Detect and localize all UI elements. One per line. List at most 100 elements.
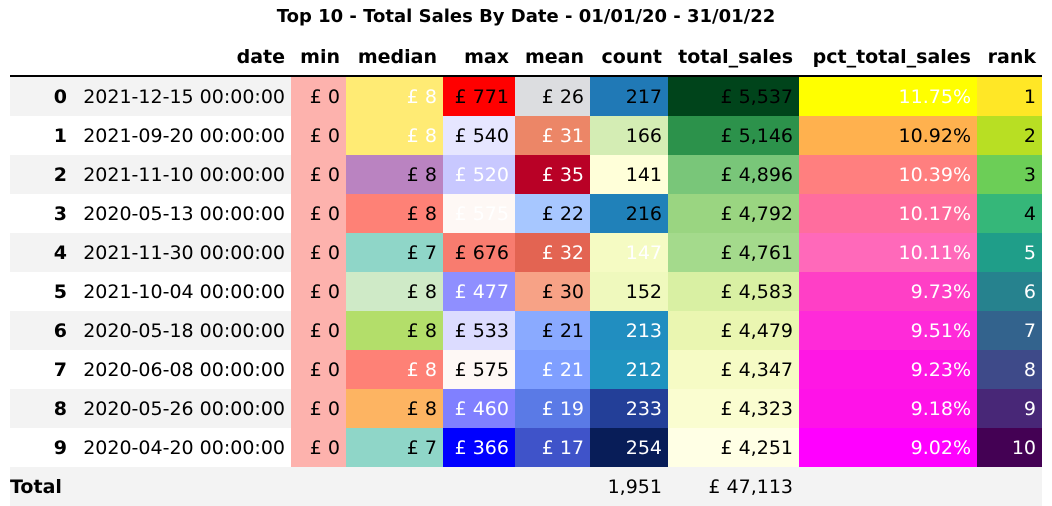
cell-max: £ 520 (443, 155, 515, 194)
total-pct-total-sales (799, 467, 977, 506)
total-min (291, 467, 346, 506)
cell-total-sales: £ 4,347 (668, 350, 799, 389)
cell-date: 2020-04-20 00:00:00 (73, 428, 291, 467)
total-row: Total 1,951 £ 47,113 (10, 467, 1042, 506)
cell-min: £ 0 (291, 233, 346, 272)
cell-pct-total-sales: 10.17% (799, 194, 977, 233)
cell-date: 2020-05-18 00:00:00 (73, 311, 291, 350)
cell-total-sales: £ 4,896 (668, 155, 799, 194)
header-median: median (346, 38, 443, 77)
cell-date: 2020-05-13 00:00:00 (73, 194, 291, 233)
cell-pct-total-sales: 10.39% (799, 155, 977, 194)
header-max: max (443, 38, 515, 77)
cell-total-sales: £ 4,583 (668, 272, 799, 311)
table-row: 6 2020-05-18 00:00:00 £ 0 £ 8 £ 533 £ 21 213 £ … (10, 311, 1042, 350)
cell-total-sales: £ 4,761 (668, 233, 799, 272)
cell-count: 233 (590, 389, 668, 428)
table-row: 9 2020-04-20 00:00:00 £ 0 £ 7 £ 366 £ 17 254 £ … (10, 428, 1042, 467)
table-row: 8 2020-05-26 00:00:00 £ 0 £ 8 £ 460 £ 19 233 £ … (10, 389, 1042, 428)
cell-count: 216 (590, 194, 668, 233)
cell-mean: £ 17 (515, 428, 590, 467)
table-row: 3 2020-05-13 00:00:00 £ 0 £ 8 £ 575 £ 22 216 £ … (10, 194, 1042, 233)
cell-max: £ 540 (443, 116, 515, 155)
cell-date: 2020-06-08 00:00:00 (73, 350, 291, 389)
cell-rank: 9 (977, 389, 1042, 428)
cell-min: £ 0 (291, 116, 346, 155)
cell-min: £ 0 (291, 76, 346, 116)
cell-median: £ 8 (346, 272, 443, 311)
cell-count: 217 (590, 76, 668, 116)
table-row: 2 2021-11-10 00:00:00 £ 0 £ 8 £ 520 £ 35 141 £ … (10, 155, 1042, 194)
cell-pct-total-sales: 11.75% (799, 76, 977, 116)
cell-pct-total-sales: 9.51% (799, 311, 977, 350)
sales-table: date min median max mean count total_sales pct_… (10, 38, 1042, 506)
cell-median: £ 8 (346, 350, 443, 389)
cell-min: £ 0 (291, 428, 346, 467)
cell-count: 152 (590, 272, 668, 311)
row-index: 3 (10, 194, 73, 233)
cell-mean: £ 26 (515, 76, 590, 116)
cell-max: £ 771 (443, 76, 515, 116)
header-mean: mean (515, 38, 590, 77)
cell-median: £ 8 (346, 116, 443, 155)
cell-median: £ 7 (346, 233, 443, 272)
cell-mean: £ 22 (515, 194, 590, 233)
header-pct-total-sales: pct_total_sales (799, 38, 977, 77)
cell-count: 213 (590, 311, 668, 350)
table-row: 1 2021-09-20 00:00:00 £ 0 £ 8 £ 540 £ 31 166 £ … (10, 116, 1042, 155)
header-total-sales: total_sales (668, 38, 799, 77)
cell-min: £ 0 (291, 155, 346, 194)
cell-total-sales: £ 5,146 (668, 116, 799, 155)
cell-median: £ 8 (346, 155, 443, 194)
cell-median: £ 8 (346, 389, 443, 428)
cell-rank: 7 (977, 311, 1042, 350)
cell-mean: £ 21 (515, 350, 590, 389)
header-rank: rank (977, 38, 1042, 77)
table-row: 5 2021-10-04 00:00:00 £ 0 £ 8 £ 477 £ 30 152 £ … (10, 272, 1042, 311)
header-date: date (73, 38, 291, 77)
row-index: 6 (10, 311, 73, 350)
header-index (10, 38, 73, 77)
cell-pct-total-sales: 9.18% (799, 389, 977, 428)
row-index: 2 (10, 155, 73, 194)
cell-count: 254 (590, 428, 668, 467)
total-median (346, 467, 443, 506)
cell-count: 166 (590, 116, 668, 155)
header-min: min (291, 38, 346, 77)
cell-max: £ 460 (443, 389, 515, 428)
cell-min: £ 0 (291, 311, 346, 350)
cell-mean: £ 35 (515, 155, 590, 194)
header-count: count (590, 38, 668, 77)
cell-rank: 3 (977, 155, 1042, 194)
total-count: 1,951 (590, 467, 668, 506)
cell-date: 2021-11-30 00:00:00 (73, 233, 291, 272)
table-row: 7 2020-06-08 00:00:00 £ 0 £ 8 £ 575 £ 21 212 £ … (10, 350, 1042, 389)
total-date (73, 467, 291, 506)
cell-pct-total-sales: 9.23% (799, 350, 977, 389)
cell-median: £ 8 (346, 311, 443, 350)
cell-mean: £ 21 (515, 311, 590, 350)
cell-max: £ 575 (443, 194, 515, 233)
table-body: 0 2021-12-15 00:00:00 £ 0 £ 8 £ 771 £ 26 217 £ … (10, 76, 1042, 467)
cell-pct-total-sales: 10.92% (799, 116, 977, 155)
cell-count: 212 (590, 350, 668, 389)
cell-median: £ 8 (346, 194, 443, 233)
table-row: 0 2021-12-15 00:00:00 £ 0 £ 8 £ 771 £ 26 217 £ … (10, 76, 1042, 116)
cell-total-sales: £ 4,323 (668, 389, 799, 428)
total-total-sales: £ 47,113 (668, 467, 799, 506)
cell-date: 2021-10-04 00:00:00 (73, 272, 291, 311)
cell-total-sales: £ 5,537 (668, 76, 799, 116)
cell-total-sales: £ 4,792 (668, 194, 799, 233)
cell-total-sales: £ 4,479 (668, 311, 799, 350)
cell-median: £ 8 (346, 76, 443, 116)
row-index: 9 (10, 428, 73, 467)
row-index: 0 (10, 76, 73, 116)
cell-median: £ 7 (346, 428, 443, 467)
cell-rank: 5 (977, 233, 1042, 272)
cell-max: £ 366 (443, 428, 515, 467)
cell-min: £ 0 (291, 194, 346, 233)
cell-min: £ 0 (291, 272, 346, 311)
cell-date: 2021-09-20 00:00:00 (73, 116, 291, 155)
total-rank (977, 467, 1042, 506)
cell-rank: 8 (977, 350, 1042, 389)
